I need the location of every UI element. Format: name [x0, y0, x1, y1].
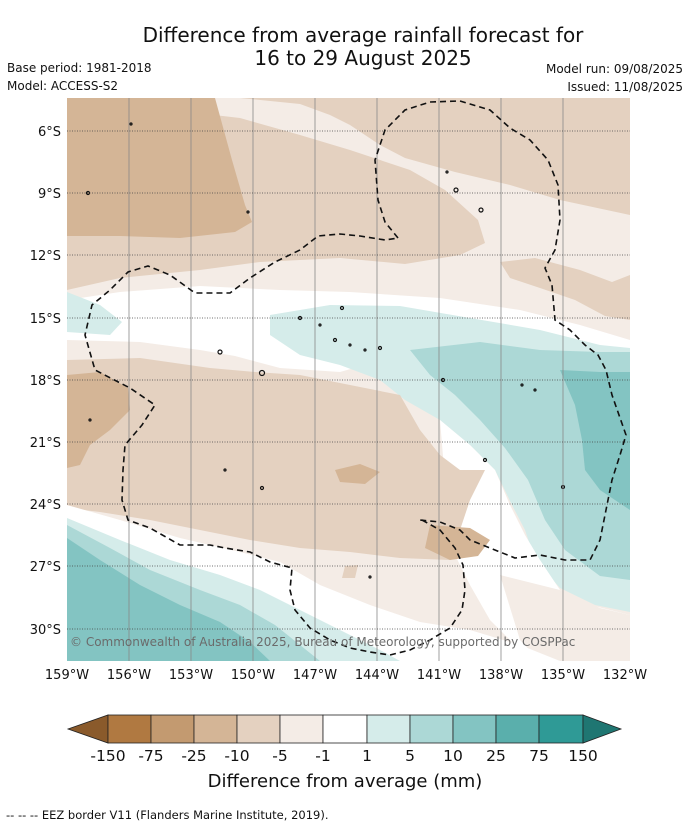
colorbar-segment	[193, 714, 238, 744]
longitude-labels: 159°W 156°W 153°W 150°W 147°W 144°W 141°…	[45, 668, 647, 683]
lon-label: 135°W	[541, 668, 585, 683]
field-dry-10-central	[67, 358, 485, 560]
lat-label: 21°S	[30, 436, 61, 451]
colorbar-label: -25	[181, 747, 206, 765]
lat-label: 18°S	[30, 374, 61, 389]
colorbar-segment	[279, 714, 324, 744]
field-wet-10-south	[67, 538, 270, 661]
colorbar-label: 25	[486, 747, 506, 765]
lon-label: 153°W	[169, 668, 213, 683]
lon-label: 150°W	[231, 668, 275, 683]
field-dry-10-small	[342, 565, 358, 578]
map-title: Difference from average rainfall forecas…	[0, 24, 690, 70]
lat-label: 15°S	[30, 312, 61, 327]
colorbar-labels: -150 -75 -25 -10 -5 -1 1 5 10 25 75 150	[90, 747, 597, 765]
colorbar-label: -150	[90, 747, 125, 765]
lon-label: 132°W	[603, 668, 647, 683]
title-line-2: 16 to 29 August 2025	[254, 46, 472, 70]
colorbar-segment	[322, 714, 368, 744]
colorbar-segment	[538, 714, 584, 744]
lon-label: 147°W	[293, 668, 337, 683]
colorbar-label: 150	[568, 747, 598, 765]
longitude-gridlines	[128, 98, 564, 661]
field-dry-25-central-blob	[335, 464, 380, 484]
lon-label: 141°W	[417, 668, 461, 683]
colorbar-segment	[495, 714, 540, 744]
colorbar-arrow-dry	[66, 714, 109, 744]
colorbar-arrow-wet	[582, 714, 623, 744]
colorbar-title: Difference from average (mm)	[207, 771, 483, 792]
lon-label: 156°W	[107, 668, 151, 683]
lon-label: 138°W	[479, 668, 523, 683]
latitude-labels: 6°S 9°S 12°S 15°S 18°S 21°S 24°S 27°S 30…	[30, 125, 61, 638]
field-dry-25-se-blob	[425, 525, 490, 560]
colorbar-label: -5	[272, 747, 287, 765]
model-run-text: Model run: 09/08/2025	[545, 62, 683, 76]
lat-label: 9°S	[38, 187, 61, 202]
colorbar-label: -1	[315, 747, 330, 765]
field-dry-10-east	[500, 258, 630, 320]
colorbar-label: 10	[443, 747, 463, 765]
colorbar-segment	[236, 714, 281, 744]
field-wet-10-east	[560, 370, 630, 510]
field-dry-25-west	[67, 372, 130, 468]
lat-label: 24°S	[30, 498, 61, 513]
lat-label: 6°S	[38, 125, 61, 140]
colorbar-label: -10	[224, 747, 249, 765]
colorbar-segment	[150, 714, 195, 744]
field-dry-25-north	[67, 98, 252, 238]
lat-label: 30°S	[30, 623, 61, 638]
copyright-text: © Commonwealth of Australia 2025, Bureau…	[70, 635, 575, 649]
field-neutral-se	[440, 420, 630, 661]
model-text: Model: ACCESS-S2	[7, 79, 119, 93]
title-line-1: Difference from average rainfall forecas…	[142, 23, 584, 47]
lon-label: 144°W	[355, 668, 399, 683]
colorbar-segment	[452, 714, 497, 744]
issued-text: Issued: 11/08/2025	[567, 80, 683, 94]
eez-footnote: -- -- -- EEZ border V11 (Flanders Marine…	[6, 808, 329, 822]
colorbar-label: 1	[362, 747, 372, 765]
colorbar-label: 75	[529, 747, 549, 765]
meta-right: Model run: 09/08/2025 Issued: 11/08/2025	[546, 60, 683, 96]
lat-label: 27°S	[30, 560, 61, 575]
meta-left: Base period: 1981-2018 Model: ACCESS-S2	[7, 59, 152, 95]
colorbar	[66, 714, 623, 744]
lat-label: 12°S	[30, 249, 61, 264]
base-period-text: Base period: 1981-2018	[7, 61, 152, 75]
colorbar-label: -75	[138, 747, 163, 765]
colorbar-segment	[366, 714, 411, 744]
field-wet-1-west	[67, 292, 122, 335]
colorbar-segment	[409, 714, 454, 744]
field-dry-5-se	[500, 575, 630, 661]
lon-label: 159°W	[45, 668, 89, 683]
colorbar-label: 5	[405, 747, 415, 765]
eez-borders	[84, 100, 627, 656]
colorbar-segment	[107, 714, 152, 744]
rainfall-anomaly-field	[67, 98, 630, 661]
